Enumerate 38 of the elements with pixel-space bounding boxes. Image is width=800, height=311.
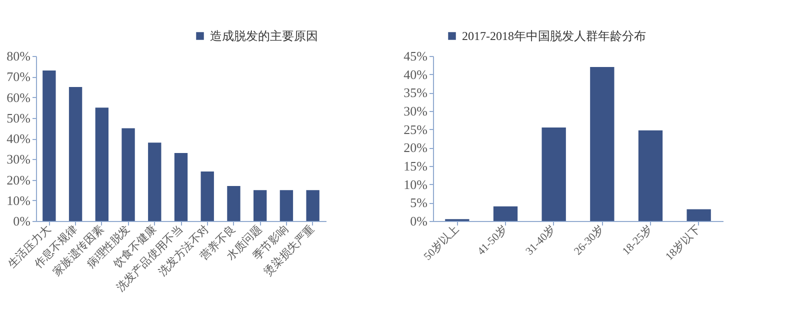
- bar: [686, 209, 711, 221]
- y-tick-label: 30%: [6, 152, 31, 167]
- y-tick-label: 40%: [6, 131, 31, 146]
- bar: [95, 108, 108, 221]
- y-tick-label: 40%: [404, 66, 428, 82]
- bar: [42, 70, 56, 221]
- y-tick-label: 10%: [404, 176, 428, 192]
- bar: [590, 67, 614, 221]
- bar: [227, 186, 240, 221]
- x-tick-label: 18岁以下: [662, 222, 704, 263]
- y-tick-label: 20%: [404, 140, 428, 156]
- bar: [638, 130, 663, 221]
- y-tick-label: 70%: [6, 69, 31, 84]
- bar: [493, 206, 518, 221]
- bar: [542, 128, 566, 221]
- y-tick-label: 10%: [6, 192, 31, 208]
- y-tick-label: 5%: [410, 195, 428, 210]
- y-tick-label: 15%: [404, 158, 428, 174]
- y-tick-label: 30%: [404, 104, 428, 118]
- legend-label: 造成脱发的主要原因: [210, 29, 318, 43]
- bar: [148, 142, 162, 221]
- legend-label: 2017-2018年中国脱发人群年龄分布: [462, 29, 646, 43]
- bar: [68, 86, 82, 221]
- bar: [280, 190, 294, 221]
- bar: [122, 128, 135, 221]
- bar: [174, 152, 188, 221]
- y-tick-label: 45%: [404, 48, 428, 64]
- y-tick-label: 35%: [404, 85, 428, 100]
- y-tick-label: 20%: [6, 172, 31, 188]
- y-tick-label: 60%: [6, 90, 31, 105]
- y-tick-label: 0%: [410, 214, 428, 228]
- bar: [306, 190, 320, 221]
- y-tick-label: 25%: [404, 122, 428, 137]
- y-tick-label: 0%: [13, 214, 31, 228]
- bar: [200, 172, 214, 221]
- y-tick-label: 80%: [6, 48, 31, 64]
- bar: [254, 190, 267, 221]
- y-tick-label: 50%: [6, 110, 31, 126]
